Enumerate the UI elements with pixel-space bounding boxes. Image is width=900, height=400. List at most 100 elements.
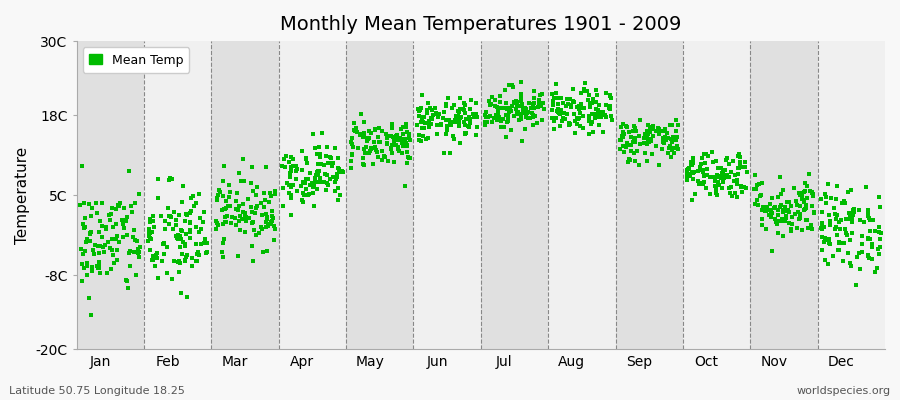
Point [371,154,385,160]
Point [567,99,581,106]
Point [184,194,198,201]
Point [788,198,803,204]
Point [492,93,507,99]
Point [632,133,646,140]
Point [834,200,849,207]
Point [682,173,697,180]
Point [171,258,185,265]
Point [738,158,752,165]
Point [814,234,829,240]
Point [581,92,596,98]
Point [254,200,268,207]
Point [398,136,412,142]
Point [770,194,785,200]
Point [349,128,364,134]
Point [295,197,310,203]
Point [560,110,574,117]
Point [627,134,642,141]
Point [163,174,177,181]
Point [447,136,462,142]
Point [661,134,675,141]
Point [314,161,328,167]
Point [694,161,708,167]
Point [776,216,790,222]
Point [502,82,517,88]
Point [79,238,94,245]
Point [790,224,805,231]
Point [616,128,630,135]
Point [449,112,464,119]
Point [395,138,410,144]
Point [642,137,656,144]
Point [715,172,729,178]
Point [336,169,350,175]
Point [716,179,730,185]
Point [380,140,394,146]
Point [591,112,606,118]
Point [840,232,854,238]
Point [456,99,471,106]
Point [714,165,728,172]
Point [720,155,734,161]
Point [680,171,694,177]
Point [283,170,297,177]
Point [868,268,883,275]
Point [312,151,327,158]
Point [231,202,246,209]
Point [843,187,858,194]
Point [563,104,578,110]
Point [410,105,425,112]
Point [77,247,92,254]
Point [112,239,126,246]
Point [245,243,259,249]
Point [319,153,333,159]
Point [491,114,506,120]
Point [330,185,345,191]
Point [573,101,588,107]
Point [640,132,654,139]
Point [224,213,238,220]
Point [817,236,832,243]
Point [740,169,754,176]
Point [93,218,107,224]
Point [760,226,774,232]
Point [193,214,207,221]
Point [184,208,199,214]
Point [345,151,359,158]
Point [716,170,730,176]
Point [313,154,328,161]
Point [399,123,413,130]
Point [621,129,635,136]
Point [305,180,320,186]
Point [325,163,339,169]
Point [387,138,401,144]
Point [532,100,546,106]
Point [284,211,298,218]
Point [590,86,604,93]
Point [222,189,237,195]
Point [177,256,192,263]
Point [299,155,313,162]
Point [665,137,680,144]
Point [230,190,244,196]
Point [636,135,651,142]
Point [265,208,279,214]
Point [127,248,141,255]
Point [212,187,227,194]
Point [838,230,852,236]
Point [381,158,395,164]
Point [500,112,515,119]
Point [195,218,210,225]
Point [872,251,886,257]
Point [103,217,117,223]
Point [470,113,484,120]
Point [479,113,493,120]
Point [313,179,328,185]
Point [172,269,186,275]
Point [640,127,654,134]
Point [400,142,414,149]
Point [254,224,268,230]
Point [161,205,176,211]
Point [702,191,716,197]
Point [799,205,814,211]
